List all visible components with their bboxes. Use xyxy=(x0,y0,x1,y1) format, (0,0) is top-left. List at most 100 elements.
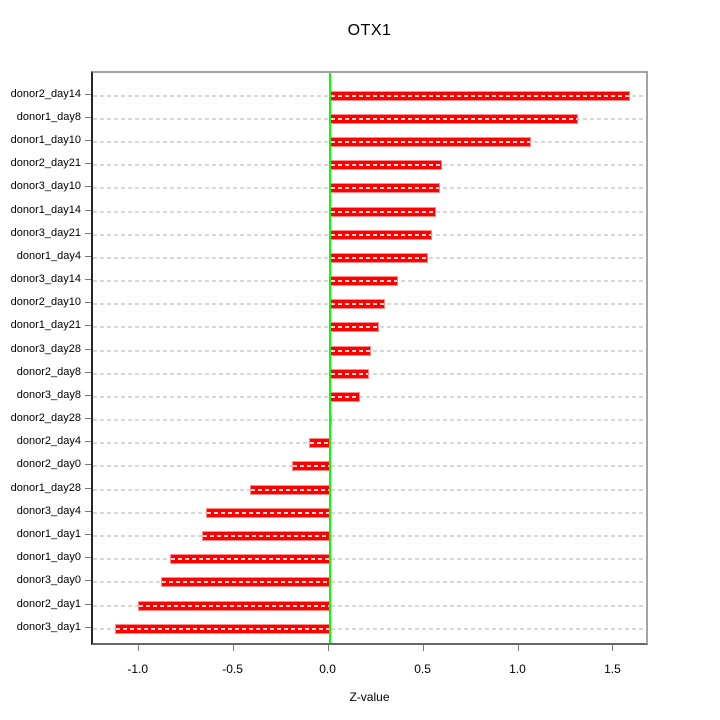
y-axis-label-donor2_day28: donor2_day28 xyxy=(10,412,81,425)
bar-gridline-overlay xyxy=(171,558,329,561)
row-gridline xyxy=(93,372,646,375)
bar-gridline-overlay xyxy=(250,488,329,491)
bar-donor2_day14 xyxy=(329,90,630,101)
bar-gridline-overlay xyxy=(330,280,397,283)
x-tick-label-1.5: 1.5 xyxy=(604,662,621,676)
y-tick-mark xyxy=(85,626,91,628)
bar-donor3_day1 xyxy=(115,623,330,634)
chart-title: OTX1 xyxy=(347,22,392,39)
bar-donor1_day28 xyxy=(249,484,330,495)
bar-donor1_day0 xyxy=(170,554,330,565)
bar-donor1_day10 xyxy=(329,137,531,148)
y-tick-mark xyxy=(85,557,91,559)
y-axis-label-donor3_day10: donor3_day10 xyxy=(10,180,81,193)
bar-donor1_day14 xyxy=(329,206,436,217)
y-axis-label-donor3_day1: donor3_day1 xyxy=(16,620,81,633)
x-tick-label-0.5: 0.5 xyxy=(414,662,431,676)
y-tick-mark xyxy=(85,418,91,420)
bar-gridline-overlay xyxy=(309,442,329,445)
row-gridline xyxy=(93,442,646,445)
bar-donor3_day10 xyxy=(329,183,440,194)
y-tick-mark xyxy=(85,441,91,443)
row-gridline xyxy=(93,604,646,607)
y-tick-mark xyxy=(85,279,91,281)
y-tick-mark xyxy=(85,209,91,211)
bar-gridline-overlay xyxy=(330,349,371,352)
x-tick-mark xyxy=(232,645,234,651)
bar-gridline-overlay xyxy=(207,511,329,514)
bar-donor2_day21 xyxy=(329,160,442,171)
y-tick-mark xyxy=(85,186,91,188)
y-tick-mark xyxy=(85,255,91,257)
bar-gridline-overlay xyxy=(203,535,329,537)
bar-gridline-overlay xyxy=(330,233,432,236)
y-axis-label-donor3_day28: donor3_day28 xyxy=(10,342,81,355)
x-tick-mark xyxy=(422,645,424,651)
x-tick-label-0.0: 0.0 xyxy=(319,662,336,676)
y-axis-label-donor1_day14: donor1_day14 xyxy=(10,203,81,216)
bar-donor3_day14 xyxy=(329,276,398,287)
bar-donor1_day1 xyxy=(202,531,330,541)
bar-donor1_day8 xyxy=(329,113,579,124)
bar-donor3_day8 xyxy=(329,391,360,402)
bar-gridline-overlay xyxy=(330,303,384,306)
x-axis-title: Z-value xyxy=(349,690,390,704)
x-tick-mark xyxy=(517,645,519,651)
zero-reference-line xyxy=(328,73,331,643)
row-gridline xyxy=(93,535,646,537)
bar-donor3_day28 xyxy=(329,345,372,356)
row-gridline xyxy=(93,488,646,491)
y-tick-mark xyxy=(85,140,91,142)
bar-gridline-overlay xyxy=(330,94,629,97)
y-axis-label-donor1_day4: donor1_day4 xyxy=(16,249,81,262)
y-tick-mark xyxy=(85,510,91,512)
y-axis-label-donor3_day4: donor3_day4 xyxy=(16,504,81,517)
y-tick-mark xyxy=(85,487,91,489)
y-axis-label-donor3_day8: donor3_day8 xyxy=(16,388,81,401)
y-axis-label-donor3_day21: donor3_day21 xyxy=(10,226,81,239)
y-tick-mark xyxy=(85,163,91,165)
y-axis-label-donor2_day8: donor2_day8 xyxy=(16,365,81,378)
bar-gridline-overlay xyxy=(116,627,329,630)
y-axis-label-donor1_day8: donor1_day8 xyxy=(16,110,81,123)
y-tick-mark xyxy=(85,464,91,466)
row-gridline xyxy=(93,627,646,630)
row-gridline xyxy=(93,511,646,514)
bar-donor1_day4 xyxy=(329,252,429,263)
y-axis-label-donor3_day14: donor3_day14 xyxy=(10,273,81,286)
y-axis-label-donor1_day10: donor1_day10 xyxy=(10,134,81,147)
y-tick-mark xyxy=(85,93,91,95)
x-tick-mark xyxy=(327,645,329,651)
bar-donor3_day0 xyxy=(160,577,330,588)
y-axis-label-donor2_day0: donor2_day0 xyxy=(16,458,81,471)
bar-gridline-overlay xyxy=(161,581,329,584)
y-tick-mark xyxy=(85,580,91,582)
x-tick-label-1.0: 1.0 xyxy=(509,662,526,676)
y-tick-mark xyxy=(85,325,91,327)
y-axis-label-donor2_day21: donor2_day21 xyxy=(10,157,81,170)
row-gridline xyxy=(93,558,646,561)
bar-gridline-overlay xyxy=(138,604,329,607)
y-tick-mark xyxy=(85,348,91,350)
row-gridline xyxy=(93,419,646,422)
bar-gridline-overlay xyxy=(330,395,359,398)
bar-gridline-overlay xyxy=(330,326,378,329)
bar-donor2_day8 xyxy=(329,368,370,379)
x-tick-mark xyxy=(612,645,614,651)
bar-donor2_day4 xyxy=(308,438,330,449)
bar-gridline-overlay xyxy=(330,164,441,167)
x-tick-label--0.5: -0.5 xyxy=(222,662,243,676)
bar-donor3_day4 xyxy=(206,507,330,518)
bar-gridline-overlay xyxy=(330,372,369,375)
row-gridline xyxy=(93,581,646,584)
y-axis-label-donor1_day0: donor1_day0 xyxy=(16,551,81,564)
row-gridline xyxy=(93,395,646,398)
bar-gridline-overlay xyxy=(292,465,329,468)
y-axis-label-donor2_day4: donor2_day4 xyxy=(16,435,81,448)
y-tick-mark xyxy=(85,232,91,234)
bar-donor3_day21 xyxy=(329,229,433,240)
bar-gridline-overlay xyxy=(330,256,428,259)
plot-area xyxy=(91,71,648,645)
y-tick-mark xyxy=(85,116,91,118)
